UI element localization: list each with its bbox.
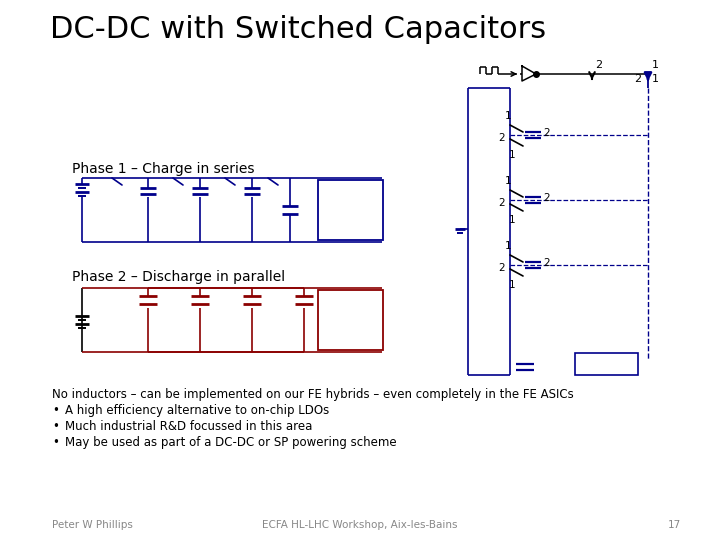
Bar xyxy=(318,290,383,350)
Text: 2: 2 xyxy=(499,263,505,273)
Text: 2: 2 xyxy=(595,60,602,70)
Text: Phase 1 – Charge in series: Phase 1 – Charge in series xyxy=(72,162,254,176)
Text: 2: 2 xyxy=(634,74,641,84)
Text: 1: 1 xyxy=(505,176,511,186)
Bar xyxy=(318,180,383,240)
Text: Much industrial R&D focussed in this area: Much industrial R&D focussed in this are… xyxy=(65,420,312,433)
Text: A high efficiency alternative to on-chip LDOs: A high efficiency alternative to on-chip… xyxy=(65,404,329,417)
Text: •: • xyxy=(52,420,59,433)
Text: •: • xyxy=(52,436,59,449)
Text: Load: Load xyxy=(594,359,618,369)
Text: No inductors – can be implemented on our FE hybrids – even completely in the FE : No inductors – can be implemented on our… xyxy=(52,388,574,401)
Text: 1: 1 xyxy=(509,215,516,225)
Text: •: • xyxy=(52,404,59,417)
Text: 2: 2 xyxy=(543,128,549,138)
Text: 1: 1 xyxy=(652,60,659,70)
Text: 2: 2 xyxy=(543,193,549,203)
Text: 1: 1 xyxy=(509,150,516,160)
Text: 1: 1 xyxy=(509,280,516,290)
Text: ECFA HL-LHC Workshop, Aix-les-Bains: ECFA HL-LHC Workshop, Aix-les-Bains xyxy=(262,520,458,530)
Text: Peter W Phillips: Peter W Phillips xyxy=(52,520,133,530)
Text: Phase 2 – Discharge in parallel: Phase 2 – Discharge in parallel xyxy=(72,270,285,284)
Text: May be used as part of a DC-DC or SP powering scheme: May be used as part of a DC-DC or SP pow… xyxy=(65,436,397,449)
Text: 1: 1 xyxy=(652,74,659,84)
Text: 2: 2 xyxy=(499,198,505,208)
Text: 17: 17 xyxy=(668,520,681,530)
Text: DC-DC with Switched Capacitors: DC-DC with Switched Capacitors xyxy=(50,15,546,44)
Bar xyxy=(575,353,638,375)
Text: 2: 2 xyxy=(543,258,549,268)
Text: 2: 2 xyxy=(499,133,505,143)
Text: 1: 1 xyxy=(505,241,511,251)
Text: 1: 1 xyxy=(505,111,511,121)
